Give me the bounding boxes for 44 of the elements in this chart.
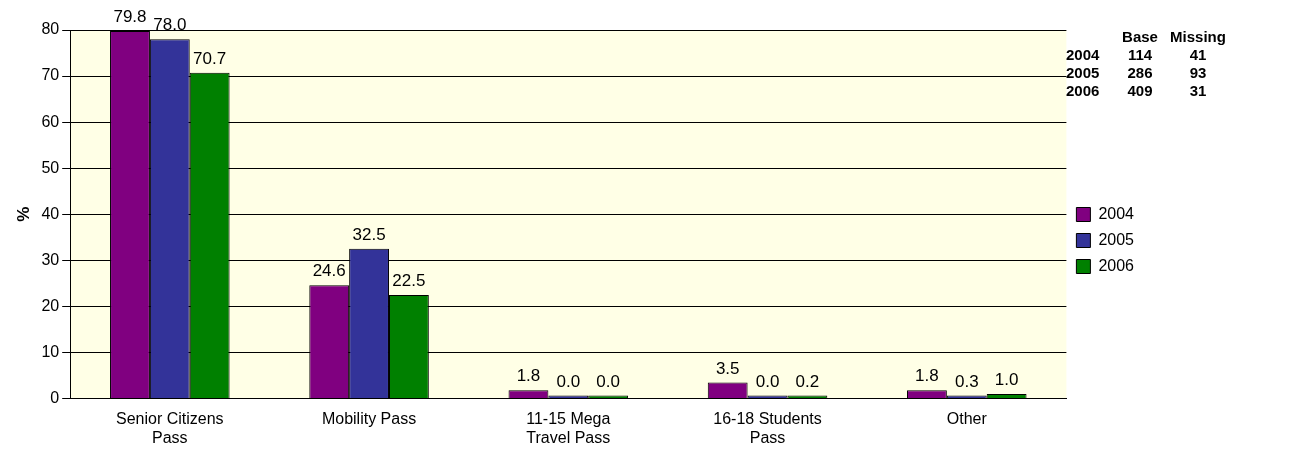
data-label: 22.5 <box>392 271 426 291</box>
data-label: 0.0 <box>755 371 780 391</box>
x-tick-label: Senior Citizens Pass <box>116 409 224 446</box>
text: 286 <box>1126 64 1154 82</box>
y-tick-label: 70 <box>41 66 60 84</box>
data-label: 1.8 <box>915 366 939 386</box>
annotation: 2006 <box>1066 82 1101 100</box>
data-label: 0.0 <box>556 371 581 391</box>
data-label: 0.0 <box>596 371 620 391</box>
data-label: 1.0 <box>994 370 1019 390</box>
x-tick-label: Other <box>946 409 988 427</box>
data-label: 3.5 <box>715 358 740 378</box>
text: 409 <box>1126 82 1154 100</box>
y-tick-label: 40 <box>41 204 60 222</box>
y-tick-label: 10 <box>41 342 60 360</box>
data-label: 0.3 <box>954 371 979 391</box>
annotation: 2004 <box>1066 46 1101 64</box>
x-tick-label: Mobility Pass <box>321 409 417 427</box>
data-label: 0.2 <box>795 371 820 391</box>
y-tick-label: 80 <box>41 20 60 38</box>
y-tick-label: 20 <box>41 296 60 314</box>
y-tick-label: 50 <box>41 158 60 176</box>
data-label: 24.6 <box>312 261 346 281</box>
data-label: 1.8 <box>516 366 541 386</box>
x-tick-label: 11-15 Mega Travel Pass <box>526 409 611 446</box>
x-tick-label: 16-18 Students Pass <box>713 409 822 446</box>
annotation: 2005 <box>1066 64 1101 82</box>
y-tick-label: 60 <box>41 112 60 130</box>
legend-label: 2005 <box>1098 230 1135 248</box>
text: 93 <box>1188 64 1208 82</box>
y-axis-title: % <box>13 206 33 222</box>
data-label: 79.8 <box>113 7 147 27</box>
text: Missing <box>1169 28 1227 46</box>
y-tick-label: 0 <box>50 389 60 407</box>
data-label: 70.7 <box>193 49 227 69</box>
y-tick-label: 30 <box>41 250 60 268</box>
data-label: 78.0 <box>153 15 187 35</box>
data-label: 32.5 <box>352 225 386 245</box>
text: 114 <box>1126 46 1154 64</box>
text: 31 <box>1188 82 1208 100</box>
text: Base <box>1121 28 1159 46</box>
legend-label: 2004 <box>1098 204 1135 222</box>
legend-label: 2006 <box>1098 256 1135 274</box>
text: 41 <box>1188 46 1208 64</box>
